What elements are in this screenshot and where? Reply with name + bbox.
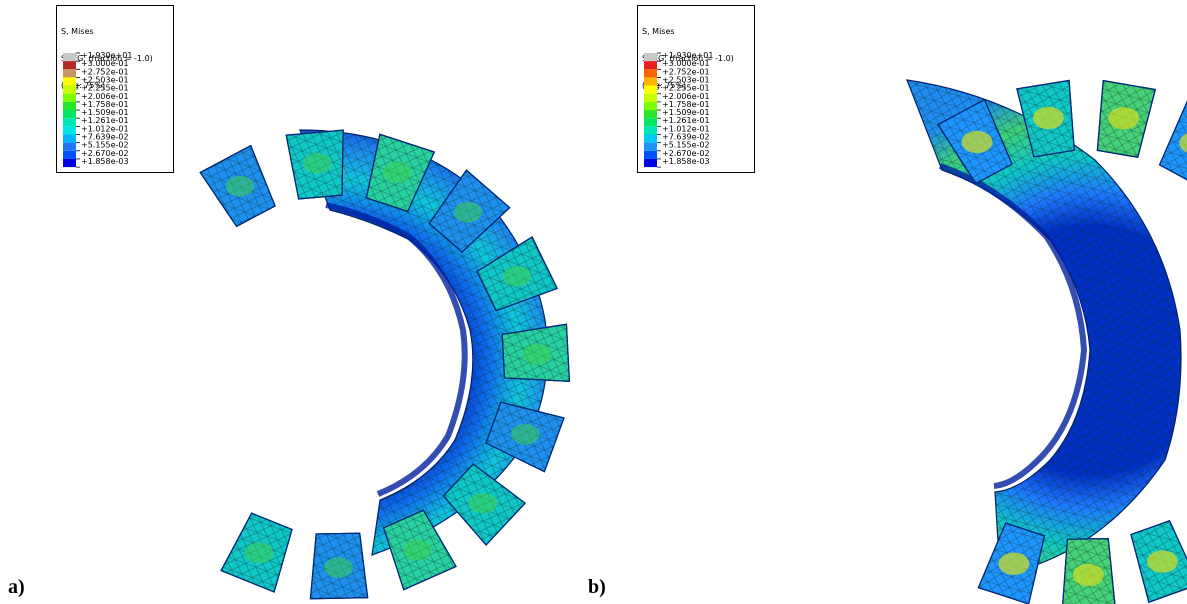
stress-hotspot <box>1108 107 1140 130</box>
legend-swatch <box>644 85 657 94</box>
legend-value: +1.509e-01 <box>81 108 129 117</box>
legend-value: +2.503e-01 <box>662 75 710 84</box>
stress-hotspot <box>1179 133 1187 153</box>
legend-colorbar-a: +1.930e+01+3.000e-01+2.752e-01+2.503e-01… <box>63 51 132 168</box>
legend-title: S, Mises <box>61 27 94 36</box>
legend-swatch <box>644 93 657 102</box>
stress-hotspot <box>468 492 498 514</box>
contour-legend-a: S, Mises SNEG, (fraction = -1.0) (Avg: 7… <box>56 5 174 173</box>
legend-swatch <box>644 53 657 62</box>
legend-swatch <box>644 118 657 127</box>
legend-value: +2.670e-02 <box>81 149 129 158</box>
legend-swatch <box>63 101 76 111</box>
stress-hotspot <box>1072 563 1104 587</box>
legend-value: +1.930e+01 <box>662 51 713 60</box>
stress-contour-plot-a <box>199 129 571 600</box>
stress-hotspot <box>998 552 1030 575</box>
legend-swatch <box>63 61 76 70</box>
legend-swatch <box>644 110 657 119</box>
legend-value: +2.670e-02 <box>662 149 710 158</box>
stress-hotspot <box>324 557 353 578</box>
stress-hotspot <box>225 175 255 197</box>
panel-label-b: b) <box>588 576 606 598</box>
gear-teeth-a <box>199 129 571 600</box>
legend-swatch <box>644 101 657 111</box>
legend-value: +2.006e-01 <box>662 92 710 101</box>
legend-swatch <box>644 61 657 70</box>
legend-value: +7.639e-02 <box>662 133 710 142</box>
legend-swatch <box>644 126 657 135</box>
legend-swatch <box>63 134 76 143</box>
gear-ring-b <box>906 79 1182 576</box>
legend-swatch <box>644 134 657 143</box>
gear-teeth-b <box>937 79 1187 604</box>
legend-value: +1.509e-01 <box>662 108 710 117</box>
legend-swatch <box>644 142 657 151</box>
legend-colorbar-b: +1.930e+01+3.000e-01+2.752e-01+2.503e-01… <box>644 51 713 168</box>
legend-swatch <box>63 69 76 78</box>
legend-value: +2.255e-01 <box>81 84 129 93</box>
legend-value: +1.930e+01 <box>81 51 132 60</box>
stress-hotspot <box>510 423 540 445</box>
legend-value: +1.012e-01 <box>81 124 129 133</box>
legend-swatch <box>63 142 76 151</box>
legend-swatch <box>63 77 76 86</box>
legend-swatch <box>63 126 76 135</box>
legend-swatch <box>644 158 657 168</box>
legend-swatch <box>63 85 76 94</box>
stress-hotspot <box>1032 106 1064 130</box>
legend-value: +3.000e-01 <box>81 59 129 68</box>
contour-legend-b: S, Mises SNEG, (fraction = -1.0) (Avg: 7… <box>637 5 755 173</box>
legend-value: +1.858e-03 <box>81 157 129 166</box>
figure-panel-a: S, Mises SNEG, (fraction = -1.0) (Avg: 7… <box>0 0 580 604</box>
stress-hotspot <box>403 539 432 561</box>
legend-value: +1.758e-01 <box>662 100 710 109</box>
legend-value: +7.639e-02 <box>81 133 129 142</box>
stress-hotspot <box>383 162 412 183</box>
stress-hotspot <box>961 130 993 154</box>
legend-swatch <box>63 150 76 159</box>
legend-swatch <box>644 77 657 86</box>
legend-value: +1.012e-01 <box>662 124 710 133</box>
legend-swatch <box>644 150 657 159</box>
legend-value: +5.155e-02 <box>662 141 710 150</box>
legend-swatch <box>63 53 76 62</box>
legend-value: +2.006e-01 <box>81 92 129 101</box>
legend-value: +1.261e-01 <box>662 116 710 125</box>
legend-value: +3.000e-01 <box>662 59 710 68</box>
legend-value: +2.255e-01 <box>662 84 710 93</box>
stress-contour-plot-b <box>906 79 1187 604</box>
figure-panel-b: S, Mises SNEG, (fraction = -1.0) (Avg: 7… <box>580 0 1187 604</box>
legend-value: +2.503e-01 <box>81 75 129 84</box>
legend-swatch <box>63 158 76 168</box>
legend-value: +2.752e-01 <box>662 67 710 76</box>
legend-swatch <box>644 69 657 78</box>
legend-swatch <box>63 118 76 127</box>
legend-swatch <box>63 110 76 119</box>
legend-value: +1.758e-01 <box>81 100 129 109</box>
legend-title: S, Mises <box>642 27 675 36</box>
legend-value: +2.752e-01 <box>81 67 129 76</box>
legend-value: +1.858e-03 <box>662 157 710 166</box>
stress-hotspot <box>502 265 532 287</box>
legend-value: +1.261e-01 <box>81 116 129 125</box>
gear-tooth-mesh <box>1158 100 1187 181</box>
legend-swatch <box>63 93 76 102</box>
stress-hotspot <box>453 201 483 223</box>
stress-hotspot <box>244 542 274 564</box>
panel-label-a: a) <box>8 576 25 598</box>
stress-hotspot <box>1147 550 1178 573</box>
stress-hotspot <box>303 152 332 174</box>
stress-hotspot <box>522 344 552 365</box>
legend-value: +5.155e-02 <box>81 141 129 150</box>
